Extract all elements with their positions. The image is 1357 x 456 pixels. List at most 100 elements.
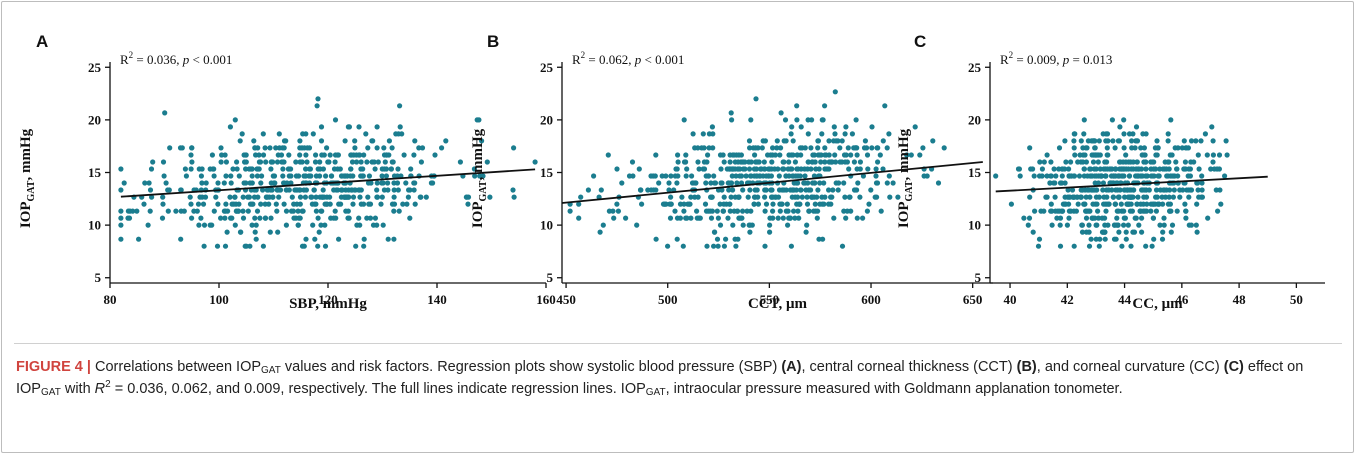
data-point — [391, 201, 398, 207]
data-point — [263, 159, 269, 165]
data-point — [1080, 145, 1086, 151]
data-point — [173, 208, 179, 214]
data-point — [1106, 201, 1112, 207]
data-point — [721, 201, 727, 207]
data-point — [281, 201, 287, 207]
data-point — [1066, 173, 1072, 179]
data-point — [1071, 138, 1077, 144]
data-point — [465, 201, 471, 207]
data-point — [346, 124, 352, 130]
data-point — [1110, 194, 1116, 200]
data-point — [1143, 194, 1150, 200]
data-point — [688, 194, 694, 200]
data-point — [684, 215, 690, 221]
data-point — [1066, 208, 1072, 214]
data-point — [854, 152, 860, 158]
data-point — [125, 215, 131, 221]
data-point — [315, 166, 321, 172]
data-point — [1139, 229, 1145, 235]
y-tick-label: 5 — [95, 270, 102, 285]
data-point — [315, 243, 321, 249]
data-point — [774, 145, 780, 151]
data-point — [768, 166, 775, 172]
data-point — [1169, 173, 1175, 179]
data-point — [280, 166, 286, 172]
data-point — [1084, 173, 1091, 179]
data-point — [795, 208, 801, 214]
data-point — [1136, 222, 1142, 228]
data-point — [1036, 236, 1043, 242]
data-point — [390, 159, 396, 165]
data-point — [297, 152, 303, 158]
data-point — [854, 215, 860, 221]
data-point — [189, 215, 195, 221]
data-point — [1129, 138, 1135, 144]
data-point — [236, 173, 242, 179]
data-point — [857, 194, 863, 200]
data-point — [788, 131, 794, 137]
data-point — [178, 187, 184, 193]
data-point — [350, 194, 357, 200]
data-point — [787, 215, 793, 221]
data-point — [1090, 201, 1096, 207]
data-point — [364, 215, 370, 221]
data-point — [1059, 173, 1065, 179]
data-point — [666, 187, 672, 193]
data-point — [511, 194, 517, 200]
data-point — [711, 229, 718, 235]
data-point — [222, 243, 229, 249]
data-point — [358, 159, 364, 165]
data-point — [345, 208, 351, 214]
data-point — [1086, 243, 1093, 249]
data-point — [1122, 194, 1128, 200]
data-point — [243, 180, 249, 186]
data-point — [379, 166, 385, 172]
data-point — [1151, 236, 1157, 242]
caption-text: , and corneal curvature (CC) — [1036, 359, 1224, 375]
data-point — [360, 173, 366, 179]
data-point — [1139, 215, 1145, 221]
panel-a: A R2 = 0.036, p < 0.001 80 100 120 140 160 5 10 1… — [18, 32, 556, 312]
data-point — [704, 243, 710, 249]
data-point — [789, 187, 795, 193]
r2-annotation: R2 = 0.009, p = 0.013 — [1000, 50, 1112, 67]
data-point — [772, 152, 779, 158]
data-point — [1138, 166, 1145, 172]
data-point — [1121, 208, 1127, 214]
data-point — [941, 145, 947, 151]
data-point — [273, 145, 279, 151]
r2-annotation: R2 = 0.062, p < 0.001 — [572, 50, 684, 67]
data-point — [256, 152, 262, 158]
data-point — [240, 208, 246, 214]
data-point — [762, 208, 768, 214]
data-point — [1096, 194, 1102, 200]
data-point — [380, 180, 386, 186]
regression-line — [120, 168, 536, 198]
data-point — [202, 194, 209, 200]
data-point — [253, 222, 259, 228]
data-point — [121, 180, 127, 186]
data-point — [1193, 138, 1199, 144]
data-point — [348, 166, 354, 172]
data-point — [1118, 166, 1124, 172]
data-point — [597, 229, 603, 235]
data-point — [1083, 208, 1089, 214]
data-point — [832, 89, 838, 95]
data-point — [368, 180, 374, 186]
data-point — [875, 145, 881, 151]
data-point — [313, 208, 319, 214]
data-point — [769, 194, 775, 200]
data-point — [636, 166, 642, 172]
data-point — [352, 145, 358, 151]
data-point — [798, 187, 804, 193]
data-point — [844, 159, 851, 165]
data-point — [118, 236, 124, 242]
data-point — [1198, 138, 1204, 144]
data-point — [1091, 187, 1098, 193]
data-point — [831, 124, 837, 130]
data-point — [674, 236, 680, 242]
data-point — [835, 187, 841, 193]
data-point — [234, 159, 240, 165]
data-point — [358, 166, 364, 172]
data-point — [648, 173, 654, 179]
